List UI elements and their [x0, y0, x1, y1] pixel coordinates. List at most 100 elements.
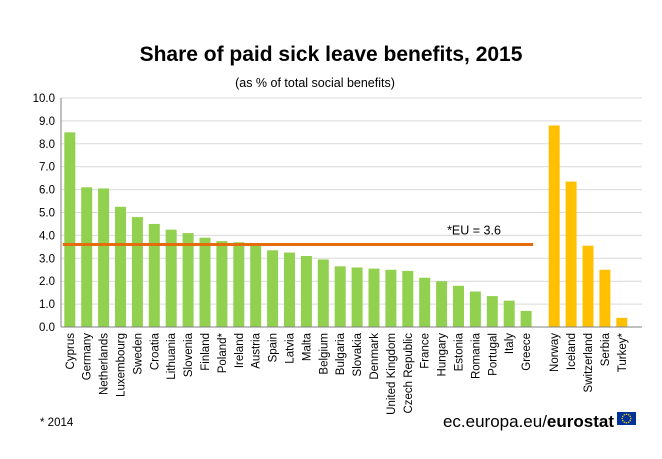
bar: [165, 229, 177, 327]
bar: [267, 250, 279, 327]
bar: [351, 267, 363, 327]
bar: [419, 277, 431, 327]
y-axis-ticks: 0.0 1.0 2.0 3.0 4.0 5.0 6.0 7.0 8.0 9.0 10.0: [33, 93, 55, 334]
bar: [182, 233, 194, 327]
bar: [64, 132, 76, 327]
bar: [199, 237, 211, 327]
x-tick-label: Slovakia: [352, 332, 364, 376]
x-tick-label: Italy: [504, 333, 516, 354]
x-tick-label: Poland*: [217, 332, 229, 373]
bar: [98, 188, 110, 327]
y-tick-label: 8.0: [39, 139, 55, 151]
bar: [436, 281, 448, 327]
x-tick-label: Luxembourg: [116, 333, 128, 397]
bar: [469, 291, 481, 327]
y-tick-label: 10.0: [33, 93, 55, 105]
bar: [520, 310, 532, 327]
bar: [402, 270, 414, 327]
bar: [216, 241, 228, 327]
bar: [115, 206, 126, 327]
bar: [284, 252, 295, 327]
x-tick-label: Austria: [251, 332, 263, 368]
flag-star: [625, 413, 628, 415]
x-tick-label: Lithuania: [166, 332, 178, 379]
bar: [317, 259, 329, 327]
x-tick-label: Ireland: [234, 333, 246, 368]
x-tick-label: Finland: [200, 333, 212, 371]
y-tick-label: 7.0: [39, 162, 55, 174]
x-tick-label: Netherlands: [99, 333, 111, 395]
x-tick-label: Bulgaria: [335, 332, 347, 375]
bar: [131, 217, 143, 327]
flag-star: [623, 421, 626, 423]
flag-star: [627, 414, 630, 416]
flag-star: [629, 419, 631, 422]
x-tick-label: Serbia: [600, 332, 612, 366]
y-tick-label: 0.0: [39, 322, 55, 334]
bars: [64, 125, 628, 327]
x-tick-label: Belgium: [318, 333, 330, 375]
x-tick-label: Latvia: [285, 332, 297, 363]
x-tick-label: United Kingdom: [386, 333, 398, 415]
flag-background: [617, 412, 636, 425]
bar: [250, 244, 262, 327]
chart-subtitle: (as % of total social benefits): [235, 76, 395, 90]
x-tick-label: Czech Republic: [403, 333, 415, 414]
x-tick-label: Hungary: [437, 333, 449, 377]
x-tick-label: Cyprus: [65, 333, 77, 370]
x-tick-label: Spain: [268, 333, 280, 362]
flag-star: [629, 415, 631, 418]
y-tick-label: 2.0: [39, 276, 55, 288]
y-tick-label: 4.0: [39, 230, 55, 242]
bar: [565, 181, 577, 327]
y-tick-label: 9.0: [39, 116, 55, 128]
y-tick-label: 5.0: [39, 208, 55, 220]
bar: [503, 300, 515, 327]
x-tick-label: Germany: [82, 333, 94, 381]
footnote: * 2014: [40, 417, 74, 429]
flag-star: [625, 422, 628, 424]
bar: [616, 317, 628, 327]
bar: [486, 296, 498, 327]
bar: [548, 125, 560, 327]
bar: [300, 256, 312, 327]
flag-star: [622, 419, 624, 422]
eu-reference: *EU = 3.6: [62, 224, 534, 247]
chart-title: Share of paid sick leave benefits, 2015: [140, 43, 523, 66]
x-tick-label: Iceland: [566, 333, 578, 370]
brand-text: ec.europa.eu/eurostat: [443, 412, 614, 431]
brand-name: eurostat: [547, 412, 614, 431]
x-axis-labels: Cyprus Germany Netherlands Luxembourg Sweden…: [65, 332, 629, 414]
bar: [599, 269, 611, 327]
x-tick-label: Estonia: [454, 332, 466, 371]
bar: [334, 266, 346, 327]
bar: [148, 223, 160, 327]
x-tick-label: Slovenia: [183, 332, 195, 377]
x-tick-label: Portugal: [487, 333, 499, 376]
y-tick-label: 3.0: [39, 253, 55, 265]
flag-star: [627, 421, 630, 423]
flag-star: [630, 417, 632, 420]
x-tick-label: Switzerland: [583, 333, 595, 392]
flag-star: [622, 415, 624, 418]
axes: [60, 98, 642, 328]
x-tick-label: France: [420, 333, 432, 369]
eu-average-label: *EU = 3.6: [447, 224, 501, 238]
eu-flag-icon: [617, 412, 636, 425]
bar: [81, 187, 93, 327]
flag-star: [621, 417, 623, 420]
brand-site: ec.europa.eu/: [443, 412, 547, 431]
y-tick-label: 6.0: [39, 185, 55, 197]
x-tick-label: Norway: [549, 333, 561, 372]
x-tick-label: Malta: [301, 332, 313, 361]
x-tick-label: Sweden: [132, 333, 144, 375]
x-tick-label: Croatia: [149, 332, 161, 370]
bar: [582, 245, 594, 327]
x-tick-label: Turkey*: [617, 332, 629, 372]
bar: [453, 285, 464, 327]
y-tick-label: 1.0: [39, 299, 55, 311]
flag-star: [623, 414, 626, 416]
bar: [368, 268, 380, 327]
